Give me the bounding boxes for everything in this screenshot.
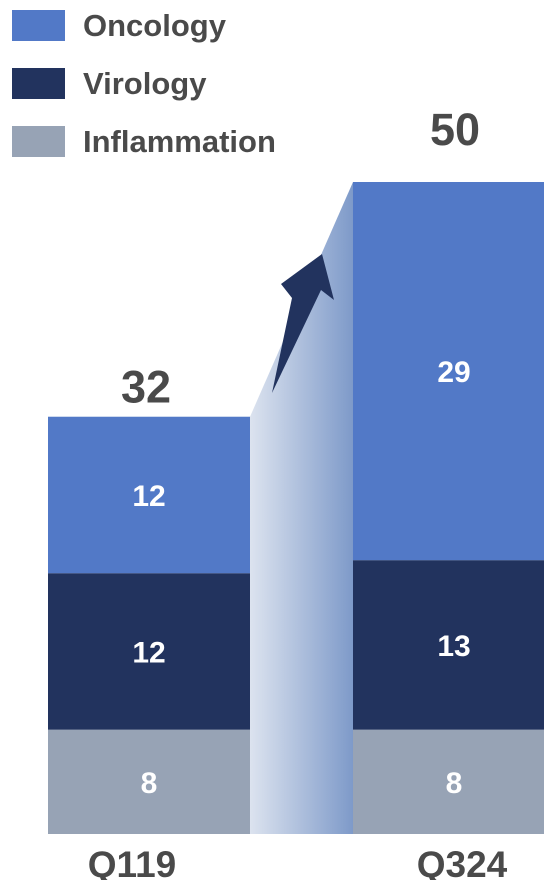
legend-swatch-virology: [12, 68, 65, 99]
legend-swatch-inflammation: [12, 126, 65, 157]
total-label-q119: 32: [121, 362, 171, 413]
data-label-q324-oncology: 29: [437, 356, 470, 389]
data-label-q119-oncology: 12: [132, 480, 165, 513]
category-label-q324: Q324: [417, 844, 508, 880]
legend-label-inflammation: Inflammation: [83, 124, 276, 159]
data-label-q324-inflammation: 8: [446, 767, 463, 800]
data-label-q324-virology: 13: [437, 630, 470, 663]
legend: Oncology Virology Inflammation: [12, 8, 276, 159]
connector-layer: [250, 182, 353, 834]
bar-q119-oncology: [48, 416, 250, 574]
bar-q324-oncology: [353, 182, 544, 561]
growth-arrow: [272, 254, 334, 393]
bar-q119-inflammation: [48, 729, 250, 834]
data-label-q119-virology: 12: [132, 636, 165, 669]
bar-q119-virology: [48, 573, 250, 730]
data-label-q119-inflammation: 8: [141, 767, 158, 800]
total-label-q324: 50: [430, 104, 480, 155]
bar-q324-virology: [353, 560, 544, 730]
growth-connector-band: [250, 182, 353, 834]
bar-q324-inflammation: [353, 729, 544, 834]
bars-layer: [48, 182, 544, 834]
labels-layer: 8 12 12 32 Q119 8 13 29 50 Q324: [88, 104, 508, 885]
category-label-q119: Q119: [88, 844, 176, 880]
legend-swatch-oncology: [12, 10, 65, 41]
legend-label-virology: Virology: [83, 66, 207, 101]
legend-label-oncology: Oncology: [83, 8, 227, 43]
